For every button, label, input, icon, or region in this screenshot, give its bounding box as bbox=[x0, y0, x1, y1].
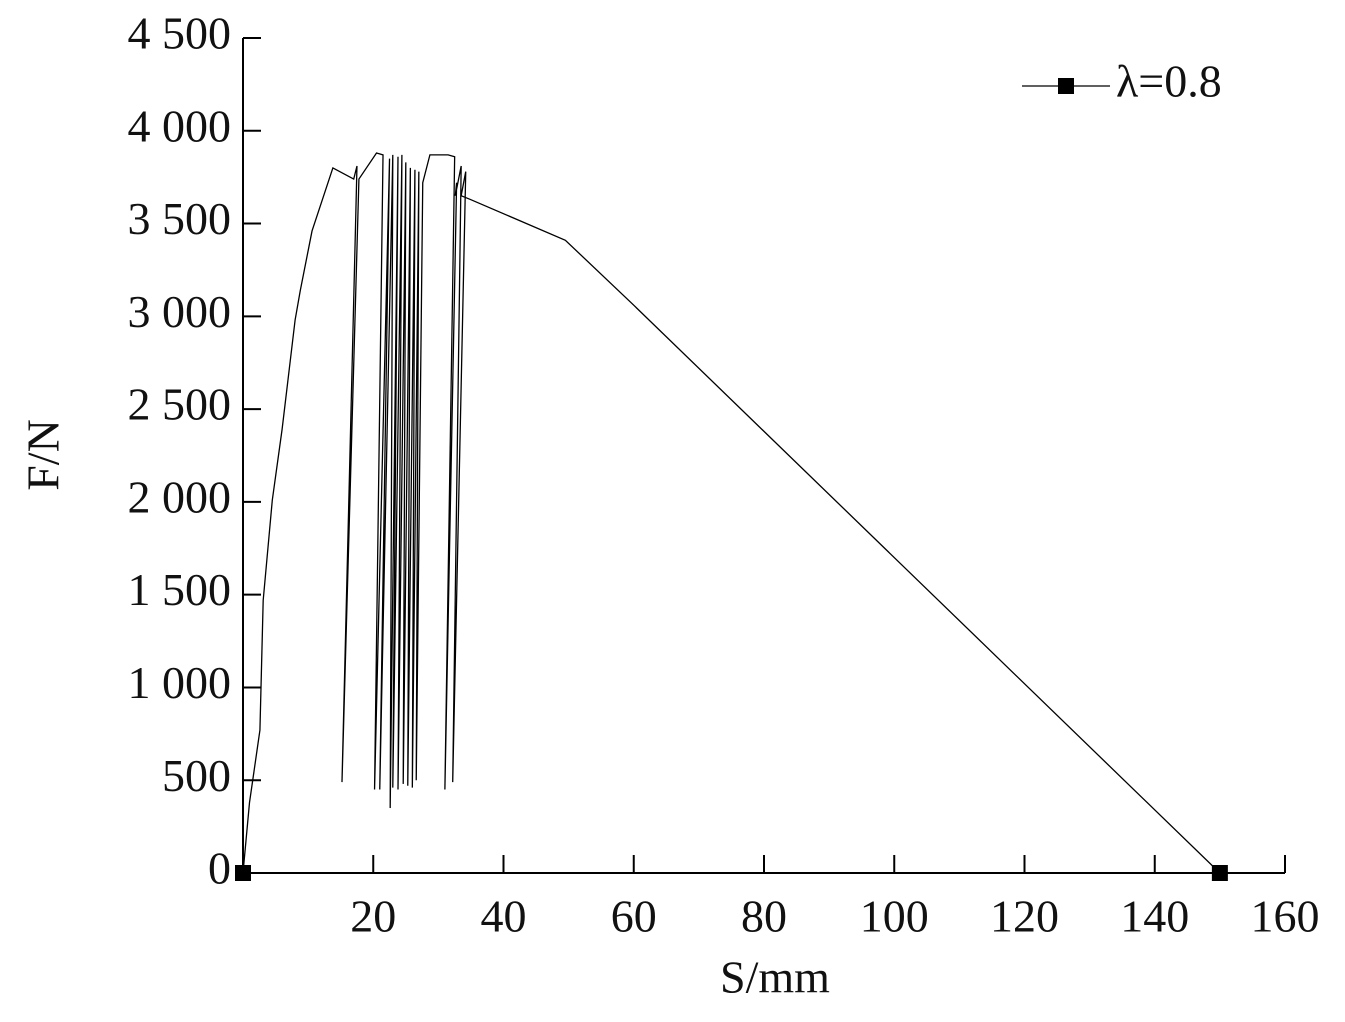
x-tick-label: 120 bbox=[990, 891, 1059, 942]
data-marker bbox=[235, 865, 251, 881]
y-tick-label: 0 bbox=[208, 843, 231, 894]
legend-marker bbox=[1058, 78, 1074, 94]
y-axis-label: F/N bbox=[18, 419, 69, 491]
x-tick-label: 20 bbox=[350, 891, 396, 942]
legend-label: λ=0.8 bbox=[1116, 56, 1222, 107]
x-tick-label: 60 bbox=[611, 891, 657, 942]
y-tick-label: 3 000 bbox=[128, 286, 232, 337]
y-tick-label: 1 500 bbox=[128, 564, 232, 615]
x-tick-label: 100 bbox=[860, 891, 929, 942]
data-line bbox=[242, 152, 1221, 874]
y-tick-label: 4 500 bbox=[128, 8, 232, 59]
x-tick-label: 40 bbox=[481, 891, 527, 942]
y-tick-label: 4 000 bbox=[128, 100, 232, 151]
x-tick-label: 140 bbox=[1120, 891, 1189, 942]
y-tick-label: 2 000 bbox=[128, 471, 232, 522]
data-marker bbox=[1211, 865, 1228, 881]
x-tick-label: 160 bbox=[1251, 891, 1320, 942]
x-axis-label: S/mm bbox=[720, 952, 830, 1003]
y-tick-label: 2 500 bbox=[128, 379, 232, 430]
y-tick-label: 500 bbox=[162, 750, 231, 801]
y-tick-label: 1 000 bbox=[128, 657, 232, 708]
x-tick-label: 80 bbox=[741, 891, 787, 942]
y-tick-label: 3 500 bbox=[128, 193, 232, 244]
